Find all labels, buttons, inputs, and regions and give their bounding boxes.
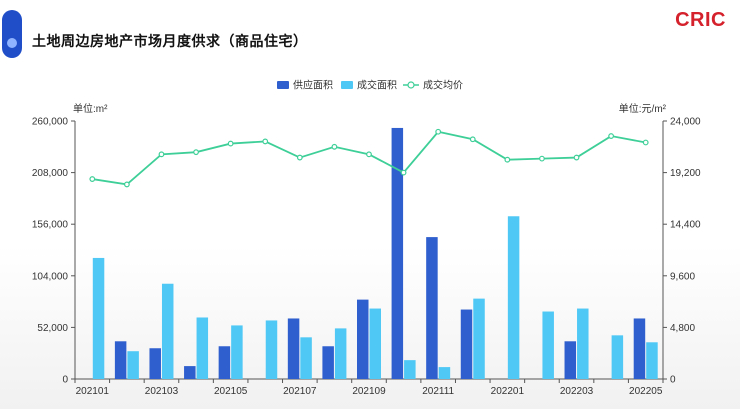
x-axis-tick-label: 202201 xyxy=(491,386,525,397)
right-axis-tick-label: 24,000 xyxy=(670,117,701,128)
left-axis-tick-label: 208,000 xyxy=(32,168,69,179)
avg-price-point xyxy=(331,143,338,150)
avg-price-point xyxy=(435,128,442,135)
left-axis-tick-label: 52,000 xyxy=(37,323,68,334)
deal-area-bar xyxy=(92,257,105,379)
deal-area-bar xyxy=(404,360,416,379)
left-axis-unit-label: 单位:m² xyxy=(73,102,108,115)
avg-price-point xyxy=(227,140,234,147)
x-axis-tick-label: 202101 xyxy=(76,386,110,397)
deal-area-bar xyxy=(438,367,451,379)
left-axis-tick-label: 260,000 xyxy=(32,117,69,128)
avg-price-point xyxy=(608,133,615,139)
deal-area-bar xyxy=(473,298,485,379)
avg-price-point xyxy=(469,136,476,143)
deal-area-bar xyxy=(300,337,312,379)
deal-area-bar xyxy=(646,342,658,379)
x-axis-tick-label: 202107 xyxy=(283,386,317,397)
x-axis-tick-label: 202203 xyxy=(560,386,594,397)
avg-price-point xyxy=(573,154,580,161)
deal-area-bar xyxy=(577,308,589,379)
x-axis-tick-label: 202111 xyxy=(422,386,454,397)
right-axis-unit-label: 单位:元/m² xyxy=(619,102,667,115)
legend-label-deal-area: 成交面积 xyxy=(357,79,397,92)
avg-price-point xyxy=(539,155,545,162)
x-axis-tick-label: 202109 xyxy=(352,386,386,397)
right-axis-tick-label: 4,800 xyxy=(670,323,695,334)
left-axis-tick-label: 0 xyxy=(62,375,68,386)
legend-swatch-deal-area xyxy=(341,81,353,89)
supply-area-bar xyxy=(218,346,231,379)
deal-area-bar xyxy=(507,216,520,379)
supply-area-bar xyxy=(633,318,646,379)
deal-area-bar xyxy=(265,320,278,379)
supply-area-bar xyxy=(357,299,369,379)
chart-title: 土地周边房地产市场月度供求（商品住宅） xyxy=(32,33,308,49)
right-axis-tick-label: 19,200 xyxy=(670,168,701,179)
right-axis-tick-label: 9,600 xyxy=(670,271,695,282)
supply-area-bar xyxy=(322,346,334,379)
deal-area-bar xyxy=(334,328,347,379)
avg-price-point xyxy=(193,149,199,156)
avg-price-point xyxy=(296,154,303,161)
legend-label-supply: 供应面积 xyxy=(293,79,333,92)
supply-area-bar xyxy=(460,309,473,379)
right-axis-tick-label: 14,400 xyxy=(670,220,701,231)
legend-label-avg-price: 成交均价 xyxy=(423,79,463,92)
supply-area-bar xyxy=(564,341,577,379)
cric-logo: CRIC xyxy=(675,9,726,31)
deal-area-bar xyxy=(161,283,174,379)
deal-area-bar xyxy=(369,308,381,379)
supply-area-bar xyxy=(149,348,161,379)
avg-price-point xyxy=(642,139,649,146)
supply-area-bar xyxy=(426,237,438,379)
avg-price-point xyxy=(504,156,511,163)
right-axis-tick-label: 0 xyxy=(670,375,676,386)
avg-price-point xyxy=(123,181,130,188)
deal-area-bar xyxy=(231,325,243,379)
avg-price-point xyxy=(89,176,96,182)
x-axis-tick-label: 202205 xyxy=(629,386,663,397)
avg-price-point xyxy=(158,151,165,158)
supply-area-bar xyxy=(114,341,127,379)
legend-swatch-supply xyxy=(277,81,289,89)
deal-area-bar xyxy=(611,335,624,379)
deal-area-bar xyxy=(542,311,554,379)
avg-price-point xyxy=(400,169,407,176)
avg-price-line xyxy=(92,130,646,186)
avg-price-point xyxy=(366,151,372,158)
supply-area-bar xyxy=(184,366,196,379)
supply-area-bar xyxy=(391,127,404,379)
header-accent-dot xyxy=(7,38,17,48)
supply-area-bar xyxy=(287,318,300,379)
legend-swatch-avg-price-point xyxy=(407,81,415,89)
x-axis-tick-label: 202105 xyxy=(214,386,248,397)
avg-price-point xyxy=(262,138,269,145)
left-axis-tick-label: 156,000 xyxy=(32,220,69,231)
deal-area-bar xyxy=(127,351,139,379)
header-accent-pill xyxy=(2,10,22,58)
left-axis-tick-label: 104,000 xyxy=(32,271,69,282)
deal-area-bar xyxy=(196,317,209,379)
x-axis-tick-label: 202103 xyxy=(145,386,179,397)
